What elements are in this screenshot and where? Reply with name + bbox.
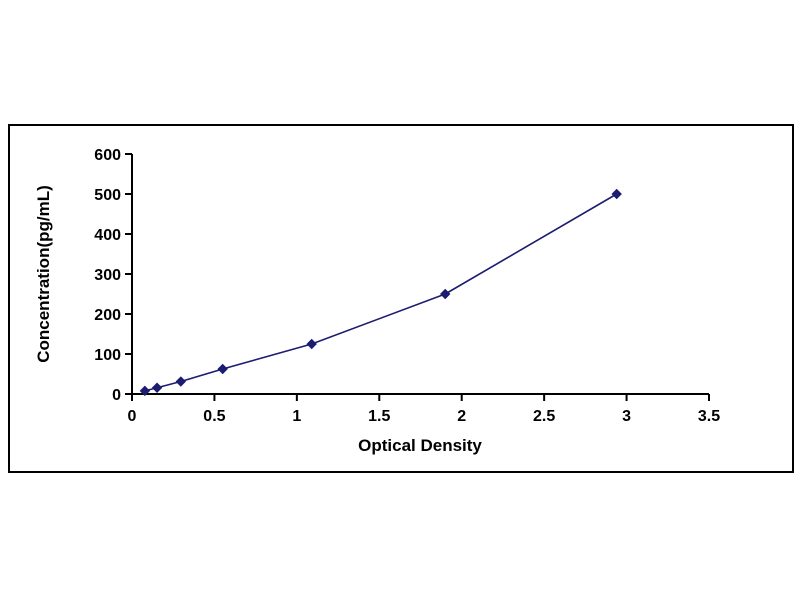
data-point-marker (440, 288, 451, 300)
x-tick-label: 0 (128, 408, 137, 425)
y-tick-label: 400 (94, 227, 121, 244)
data-point-marker (611, 188, 622, 200)
y-tick-label: 100 (94, 347, 121, 364)
x-tick-label: 3 (622, 408, 631, 425)
data-point-marker (306, 338, 317, 350)
data-point-marker (151, 382, 163, 393)
series-line (144, 193, 618, 392)
data-point-marker (217, 363, 228, 375)
x-tick-label: 3.5 (698, 408, 720, 425)
y-tick-label: 500 (94, 187, 121, 204)
y-tick-label: 600 (94, 147, 121, 164)
y-tick-label: 200 (94, 307, 121, 324)
x-tick-label: 2.5 (533, 408, 555, 425)
y-tick-label: 300 (94, 267, 121, 284)
x-tick-label: 0.5 (203, 408, 225, 425)
data-point-marker (175, 376, 187, 387)
x-tick-label: 1 (292, 408, 301, 425)
chart-frame: 0 0.5 1 1.5 2 2.5 3 3.5 0 100 200 300 400 500 600 Opti… (8, 124, 794, 473)
x-tick-label: 1.5 (368, 408, 390, 425)
x-tick-label: 2 (457, 408, 466, 425)
data-point-marker (139, 385, 151, 397)
y-tick-label: 0 (112, 387, 121, 404)
chart-svg: 0 0.5 1 1.5 2 2.5 3 3.5 0 100 200 300 400 500 600 (94, 147, 720, 425)
